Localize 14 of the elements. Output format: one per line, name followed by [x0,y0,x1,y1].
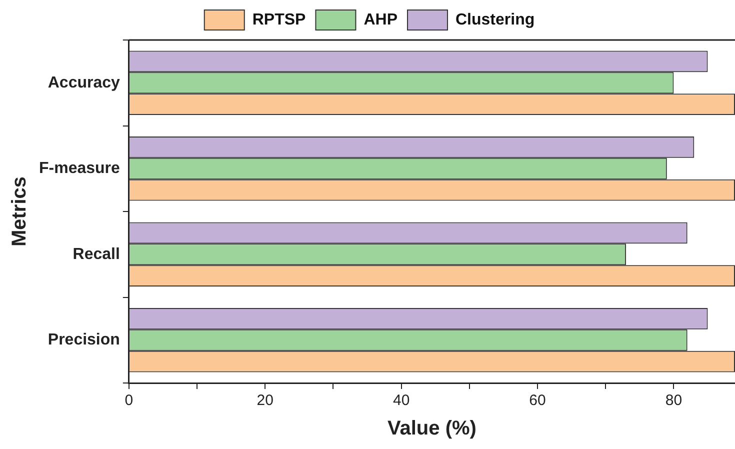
x-tick-label: 0 [124,392,134,410]
y-tick-label: Recall [72,246,120,263]
y-tick-label: F-measure [39,160,120,178]
x-tick-label: 60 [529,392,546,410]
y-tick-label: Precision [48,332,120,349]
x-tick-label: 80 [665,392,682,410]
legend-label: Clustering [456,11,535,28]
y-tick-label: Accuracy [48,74,120,92]
y-axis-title: Metrics [8,176,31,247]
x-axis-title: Value (%) [388,418,476,440]
legend-label: AHP [364,11,398,28]
x-tick-label: 20 [256,392,274,410]
legend-label: RPTSP [252,11,306,28]
x-tick-label: 40 [392,392,410,410]
